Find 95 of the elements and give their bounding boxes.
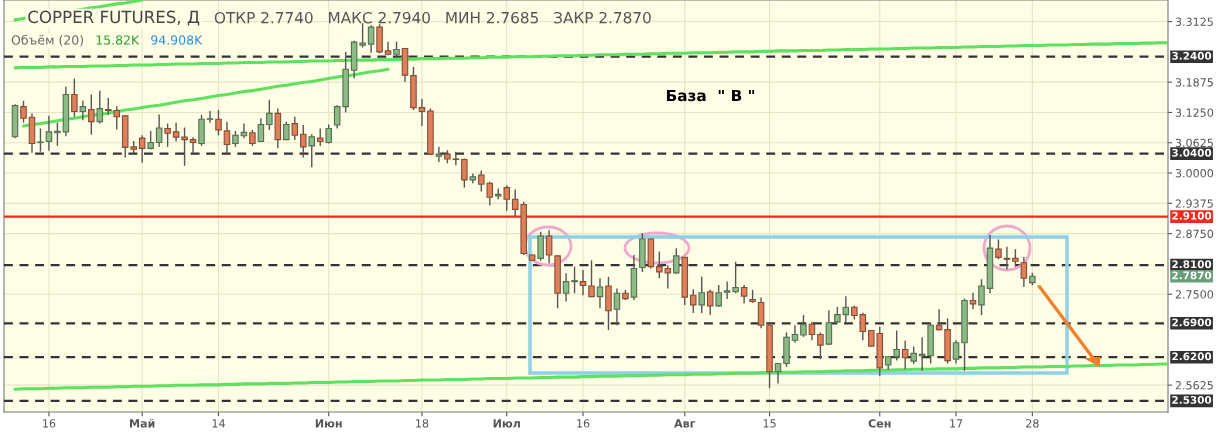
annotation: База " B " bbox=[666, 89, 755, 102]
line-series bbox=[13, 362, 1168, 391]
x-tick-label: Июл bbox=[493, 419, 520, 428]
candlestick bbox=[995, 238, 1002, 261]
ref-line-label: 3.0400 bbox=[1172, 148, 1212, 157]
candlestick bbox=[562, 272, 570, 303]
annotation: ОТКР 2.7740 bbox=[214, 11, 313, 24]
ref-line-label: 2.5300 bbox=[1172, 395, 1212, 404]
candlestick bbox=[266, 99, 273, 131]
annotation: ЗАКР 2.7870 bbox=[554, 11, 651, 24]
candlestick bbox=[181, 126, 188, 167]
y-tick-label: 3.0625 bbox=[1175, 138, 1213, 148]
candlestick bbox=[808, 321, 816, 341]
candlestick bbox=[172, 121, 180, 143]
candlestick bbox=[45, 115, 53, 152]
text: COPPER FUTURES, Д bbox=[28, 10, 200, 26]
candlestick bbox=[791, 324, 799, 344]
line-series bbox=[21, 67, 390, 128]
candlestick bbox=[952, 339, 960, 365]
y-tick-label: 3.3125 bbox=[1175, 17, 1213, 26]
candlestick bbox=[435, 146, 443, 163]
ref-line-label: 2.6200 bbox=[1172, 352, 1212, 361]
y-tick-label: 2.5625 bbox=[1175, 381, 1213, 390]
candlestick bbox=[418, 98, 426, 127]
candlestick bbox=[189, 136, 197, 154]
candlestick bbox=[673, 247, 680, 275]
candlestick bbox=[579, 269, 587, 296]
x-tick-label: 16 bbox=[43, 419, 56, 428]
candlestick bbox=[901, 340, 909, 371]
ref-line-label: 2.8100 bbox=[1172, 260, 1212, 269]
candlestick bbox=[206, 110, 214, 124]
candlestick bbox=[215, 109, 222, 136]
x-tick-label: 18 bbox=[416, 419, 429, 428]
x-tick-label: 16 bbox=[577, 419, 590, 428]
candlestick bbox=[291, 116, 299, 141]
candlestick bbox=[596, 277, 604, 309]
y-tick-label: 3.1250 bbox=[1175, 108, 1214, 117]
candlestick bbox=[71, 77, 78, 118]
x-tick-label: Май bbox=[130, 418, 155, 428]
candlestick bbox=[689, 288, 697, 314]
candlestick bbox=[37, 127, 44, 153]
annotation: 94.908K bbox=[151, 35, 203, 45]
y-tick-label: 2.9375 bbox=[1175, 199, 1213, 208]
annotation: МИН 2.7685 bbox=[446, 11, 538, 24]
candlestick bbox=[740, 284, 748, 305]
candlestick bbox=[698, 276, 705, 314]
candlestick bbox=[800, 314, 807, 338]
candlestick bbox=[308, 133, 316, 168]
candlestick bbox=[1020, 256, 1028, 288]
candlestick bbox=[715, 284, 722, 308]
x-tick-label: 14 bbox=[212, 419, 225, 428]
candlestick bbox=[571, 265, 578, 294]
annotation: Объём (20) bbox=[11, 34, 84, 47]
x-tick-label: 28 bbox=[1026, 419, 1039, 428]
candlestick bbox=[88, 93, 95, 136]
y-tick-label: 3.1875 bbox=[1175, 78, 1213, 87]
candlestick bbox=[588, 259, 595, 298]
candlestick bbox=[138, 134, 146, 164]
candlestick bbox=[978, 278, 985, 316]
x-tick-label: Июн bbox=[315, 419, 342, 428]
candlestick bbox=[1003, 246, 1011, 271]
y-tick-label: 3.0000 bbox=[1175, 169, 1214, 178]
candlestick bbox=[969, 292, 977, 310]
candlestick bbox=[825, 309, 833, 346]
candlestick bbox=[20, 100, 27, 124]
ref-line-label: 2.6900 bbox=[1172, 318, 1212, 327]
candlestick bbox=[774, 362, 782, 385]
candlestick bbox=[367, 24, 375, 54]
candlestick bbox=[359, 22, 366, 49]
annotation: 15.82K bbox=[96, 35, 140, 45]
y-tick-label: 2.7500 bbox=[1175, 290, 1214, 299]
y-tick-label: 2.8750 bbox=[1175, 229, 1214, 239]
text: 2.7870 bbox=[1172, 271, 1212, 280]
candlestick bbox=[613, 287, 621, 326]
candlestick bbox=[155, 113, 163, 148]
candlestick bbox=[706, 289, 714, 316]
candlestick bbox=[164, 122, 171, 148]
candlestick bbox=[757, 296, 765, 329]
candlestick bbox=[537, 230, 544, 262]
x-tick-label: 17 bbox=[950, 419, 963, 428]
candlestick bbox=[452, 151, 460, 166]
candlestick bbox=[817, 331, 824, 360]
ref-line-label: 2.9100 bbox=[1172, 211, 1212, 220]
x-tick-label: Сен bbox=[868, 419, 891, 428]
candlestick bbox=[79, 100, 87, 121]
x-tick-label: 15 bbox=[763, 419, 776, 428]
candlestick bbox=[503, 184, 511, 212]
candlestick bbox=[299, 124, 307, 159]
candlestick bbox=[461, 157, 468, 189]
annotation: МАКС 2.7940 bbox=[329, 11, 430, 24]
candlestick bbox=[223, 120, 231, 156]
ref-line-label: 3.2400 bbox=[1172, 51, 1212, 60]
x-tick-label: Авг bbox=[674, 419, 696, 428]
candlestick bbox=[545, 229, 553, 264]
candlestick bbox=[96, 89, 104, 125]
